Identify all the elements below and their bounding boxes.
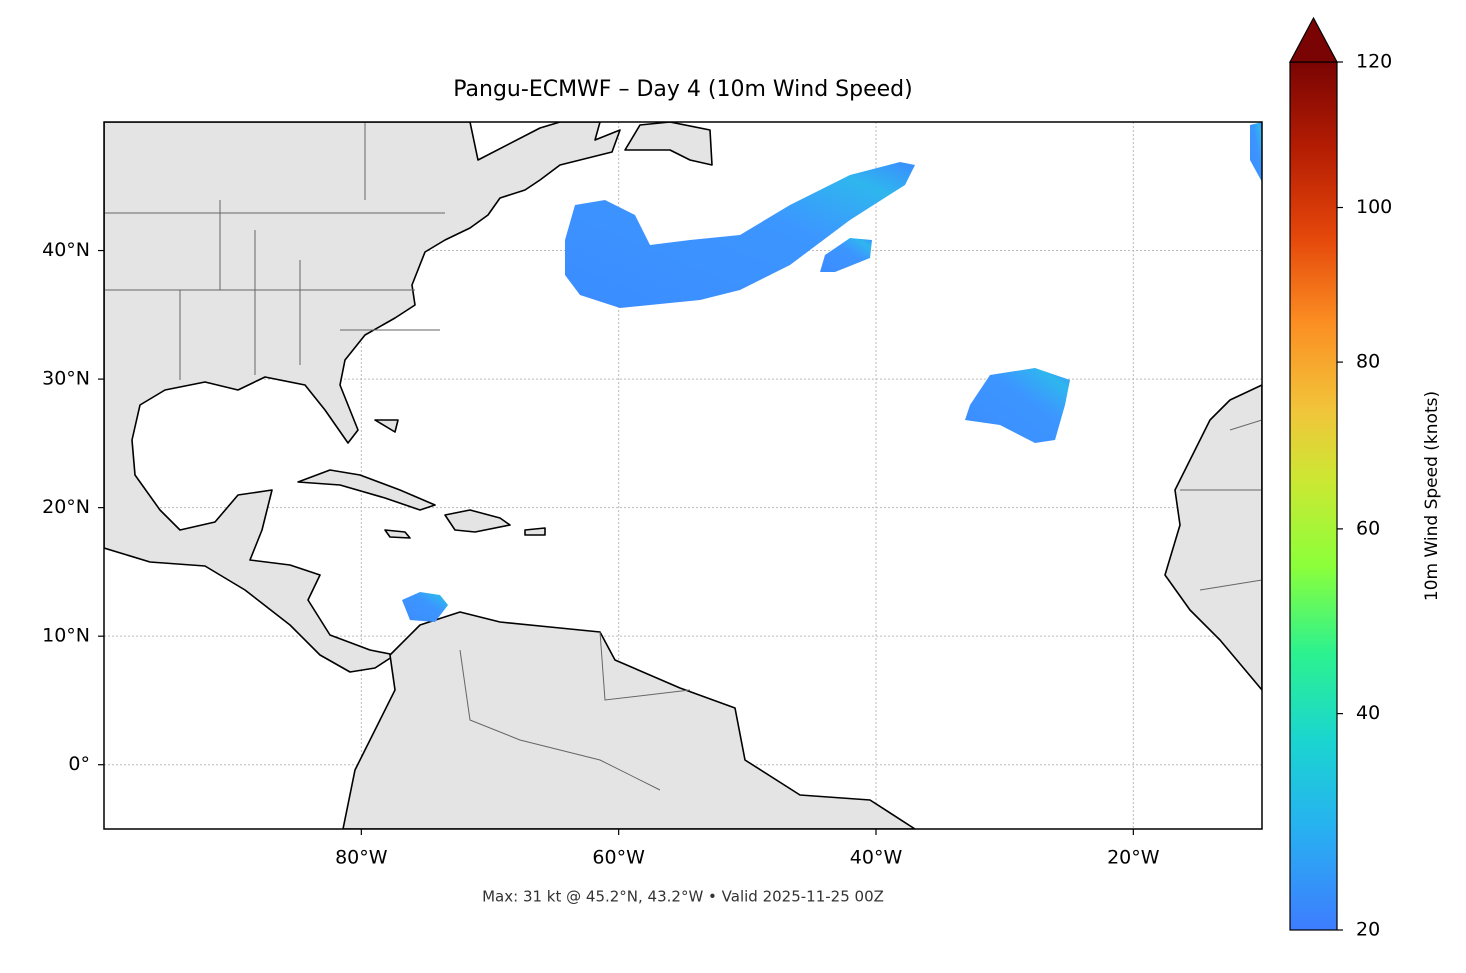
y-tick-label: 20°N <box>42 496 90 518</box>
bahamas <box>374 419 399 433</box>
wind-area <box>820 238 872 272</box>
colorbar-tick-label: 80 <box>1356 351 1380 373</box>
south-america <box>342 611 916 829</box>
map-title: Pangu-ECMWF – Day 4 (10m Wind Speed) <box>453 77 912 102</box>
colorbar-extension <box>1288 16 1339 63</box>
wind-area <box>965 368 1070 443</box>
colorbar-tick-label: 40 <box>1356 702 1380 724</box>
y-tick-label: 10°N <box>42 625 90 647</box>
x-tick-label: 80°W <box>335 847 388 869</box>
x-tick-label: 20°W <box>1107 847 1160 869</box>
y-tick-label: 30°N <box>42 368 90 390</box>
colorbar-tick-label: 100 <box>1356 196 1392 218</box>
colorbar-ramp <box>1289 61 1338 931</box>
colorbar-label: 10m Wind Speed (knots) <box>1422 391 1442 601</box>
colorbar: 10m Wind Speed (knots) 20 40 60 80 100 120 <box>1288 16 1442 941</box>
hispaniola <box>444 509 511 533</box>
colorbar-tick-label: 120 <box>1356 51 1392 73</box>
x-tick-label: 60°W <box>592 847 645 869</box>
africa <box>1164 384 1262 691</box>
newfoundland <box>624 122 713 166</box>
footer-note: Max: 31 kt @ 45.2°N, 43.2°W • Valid 2025… <box>482 888 884 906</box>
map-area <box>104 122 1262 829</box>
colorbar-tick-label: 20 <box>1356 919 1380 941</box>
y-tick-label: 40°N <box>42 239 90 261</box>
map-frame <box>103 121 1263 830</box>
y-tick-label: 0° <box>68 753 90 775</box>
cuba <box>297 469 436 511</box>
x-tick-label: 40°W <box>850 847 903 869</box>
wind-area <box>402 592 448 622</box>
wind-area <box>1250 122 1262 182</box>
borders <box>104 122 1262 791</box>
puerto-rico <box>524 527 546 536</box>
colorbar-tick-label: 60 <box>1356 517 1380 539</box>
jamaica <box>384 529 411 539</box>
wind-area <box>565 162 915 308</box>
